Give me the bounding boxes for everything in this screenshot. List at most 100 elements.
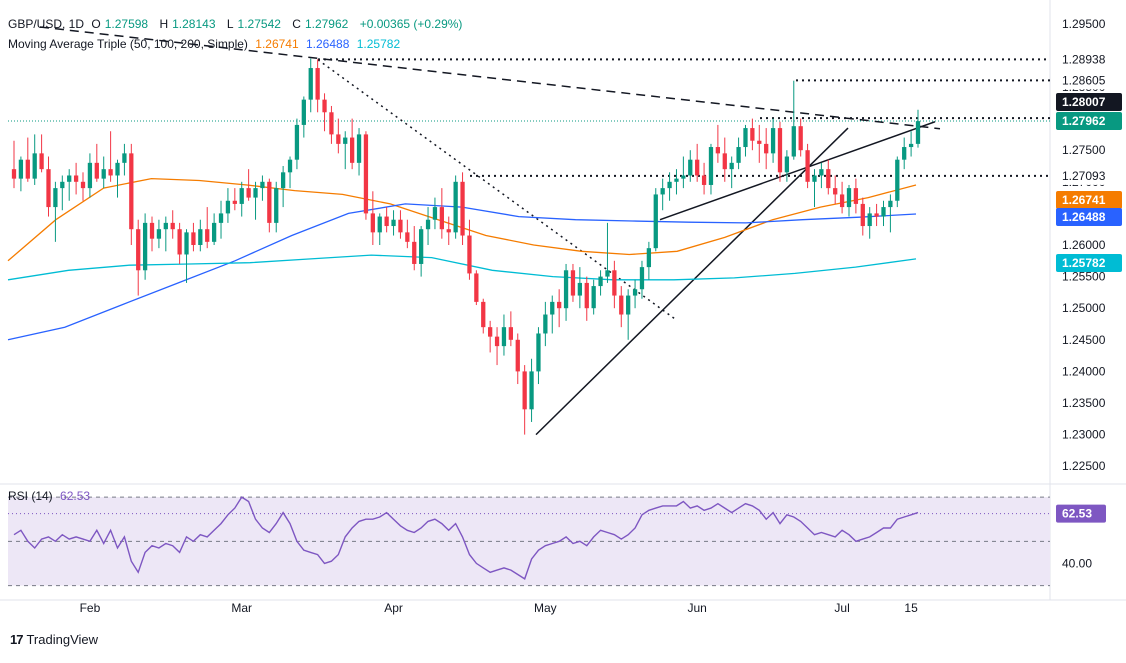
ohlc-legend: GBP/USD, 1D O 1.27598 H 1.28143 L 1.27542 C…: [8, 17, 466, 31]
candle-body: [467, 235, 472, 274]
candle-body: [681, 175, 686, 179]
candle-body: [287, 159, 293, 173]
candle-body: [87, 162, 93, 189]
change-label: +0.00365 (+0.29%): [359, 17, 463, 31]
rsi-tick-label: 40.00: [1062, 556, 1092, 570]
candle-body: [508, 327, 513, 340]
candle-body: [860, 203, 865, 227]
price-tick-label: 1.27500: [1062, 143, 1106, 157]
candle-body: [225, 200, 231, 214]
time-tick-label: Jul: [834, 601, 849, 615]
candle-body: [39, 153, 44, 170]
price-axis-label-bg: [1056, 112, 1122, 130]
candle-body: [474, 273, 479, 302]
candle-body: [522, 371, 527, 410]
time-tick-label: Feb: [80, 601, 101, 615]
candle-body: [136, 229, 141, 271]
candle-body: [163, 222, 168, 230]
candle-body: [177, 229, 182, 255]
candle-body: [812, 175, 817, 182]
candle-body: [619, 295, 624, 315]
candle-body: [632, 289, 638, 296]
candle-body: [184, 232, 189, 255]
candle-body: [412, 241, 417, 264]
tradingview-logo[interactable]: 17 TradingView: [10, 632, 98, 647]
ma-title[interactable]: Moving Average Triple (50, 100, 200, Sim…: [8, 37, 248, 51]
candle-body: [570, 270, 576, 296]
time-tick-label: Jun: [687, 601, 706, 615]
price-axis-label-bg: [1056, 191, 1122, 209]
symbol-label[interactable]: GBP/USD, 1D: [8, 17, 85, 31]
candle-body: [356, 134, 362, 163]
candle-body: [370, 213, 375, 233]
candle-body: [101, 169, 106, 179]
candle-body: [246, 188, 251, 198]
candle-body: [770, 128, 776, 154]
candle-body: [391, 219, 396, 227]
price-axis-label-bg: [1056, 50, 1122, 69]
candle-body: [349, 137, 355, 163]
candle-body: [294, 124, 300, 160]
price-axis-label: 1.27093: [1062, 169, 1106, 183]
ma100-value: 1.26488: [306, 37, 350, 51]
ma200-line: [7, 254, 917, 281]
candle-body: [529, 371, 534, 410]
candle-body: [715, 147, 721, 154]
candle-body: [826, 169, 831, 189]
candle-body: [791, 126, 796, 157]
candle-body: [736, 147, 741, 163]
candle-body: [708, 147, 714, 185]
candle-body: [846, 188, 852, 208]
candle-body: [481, 301, 486, 328]
time-tick-label: Apr: [384, 601, 403, 615]
candle-body: [750, 128, 755, 141]
rsi-axis-label-bg: [1056, 504, 1106, 523]
ma-legend: Moving Average Triple (50, 100, 200, Sim…: [8, 37, 404, 51]
candle-body: [398, 219, 403, 233]
candle-body: [94, 162, 99, 179]
candle-body: [743, 128, 748, 148]
candle-body: [626, 295, 631, 315]
candle-body: [563, 270, 569, 309]
candle-body: [688, 159, 693, 176]
candle-body: [536, 333, 541, 372]
candle-body: [267, 181, 272, 223]
candle-body: [577, 282, 583, 296]
candle-body: [149, 222, 155, 239]
tradingview-logo-icon: 17: [10, 632, 24, 647]
candle-body: [280, 172, 286, 189]
candle-body: [129, 153, 134, 230]
price-tick-label: 1.29500: [1062, 17, 1106, 31]
tradingview-logo-text: TradingView: [26, 632, 99, 647]
candle-body: [488, 327, 493, 337]
candle-body: [819, 169, 824, 176]
candle-body: [405, 232, 410, 242]
candle-body: [274, 188, 279, 223]
candle-body: [729, 162, 734, 170]
candle-body: [32, 153, 37, 179]
price-tick-label: 1.25500: [1062, 270, 1106, 284]
high-label: H 1.28143: [159, 17, 216, 31]
price-axis-label: 1.25782: [1062, 256, 1106, 270]
candle-body: [67, 175, 72, 182]
candle-body: [639, 267, 645, 290]
candle-body: [115, 162, 120, 176]
candle-body: [605, 270, 610, 277]
candle-body: [494, 336, 500, 347]
candle-body: [122, 153, 127, 163]
descending-dashed-trendline: [39, 26, 941, 130]
candle-body: [833, 188, 838, 195]
price-axis-label: 1.26741: [1062, 193, 1106, 207]
candle-body: [218, 213, 224, 223]
price-axis-label-bg: [1056, 71, 1122, 90]
price-axis-label: 1.28938: [1062, 52, 1106, 66]
rsi-title[interactable]: RSI (14): [8, 489, 53, 503]
candle-body: [646, 248, 652, 268]
candle-body: [598, 276, 603, 287]
candle-body: [25, 159, 30, 179]
candle-body: [591, 286, 596, 309]
candle-body: [453, 181, 458, 233]
candle-body: [653, 194, 658, 249]
